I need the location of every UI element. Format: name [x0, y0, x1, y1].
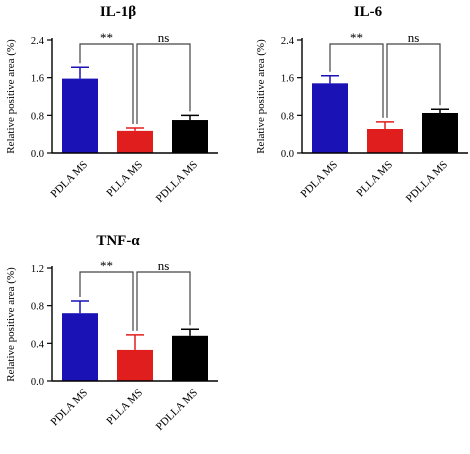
significance-label-2: ns [158, 30, 170, 45]
chart-panel-2: IL-6 Relative positive area (%) 0.0 0.8 1.6 2… [255, 4, 468, 205]
significance-bracket-2 [136, 271, 191, 331]
y-tick-label: 1.2 [31, 264, 44, 275]
bar-3 [172, 120, 208, 153]
bar-2 [117, 130, 153, 153]
x-tick-label-2: PLLA MS [104, 159, 145, 200]
significance-bracket-1 [79, 43, 134, 125]
y-tick-label: 2.4 [281, 36, 295, 47]
x-tick-label-1: PDLA MS [299, 159, 341, 201]
bar-2 [117, 349, 153, 381]
bar-2 [367, 128, 403, 153]
y-tick-label: 0.8 [31, 111, 44, 122]
x-tick-label-1: PDLA MS [49, 159, 91, 201]
y-tick-label: 2.4 [31, 36, 45, 47]
significance-bracket-1 [79, 271, 134, 331]
chart-panel-1: IL-1β Relative positive area (%) 0.0 0.8 1.6… [5, 4, 218, 205]
bar-1 [62, 313, 98, 381]
bar-1 [62, 78, 98, 153]
significance-label-1: ** [100, 30, 113, 45]
significance-label-1: ** [100, 258, 113, 273]
chart-title: IL-1β [100, 4, 136, 20]
y-tick-label: 0.4 [31, 339, 45, 350]
significance-label-1: ** [350, 30, 363, 45]
y-tick-label: 0.8 [281, 111, 294, 122]
x-tick-label-2: PLLA MS [354, 159, 395, 200]
chart-title: TNF-α [96, 233, 140, 249]
y-tick-label: 0.0 [281, 149, 294, 160]
x-tick-label-3: PDLLA MS [404, 159, 450, 205]
significance-bracket-1 [329, 43, 384, 118]
chart-title: IL-6 [354, 4, 383, 20]
x-tick-label-3: PDLLA MS [154, 159, 200, 205]
significance-bracket-2 [386, 43, 441, 118]
bar-3 [422, 112, 458, 153]
significance-label-2: ns [158, 258, 170, 273]
x-tick-label-2: PLLA MS [104, 387, 145, 428]
y-axis-label: Relative positive area (%) [255, 39, 267, 154]
x-tick-label-3: PDLLA MS [154, 387, 200, 433]
y-tick-label: 1.6 [31, 74, 44, 85]
x-tick-label-1: PDLA MS [49, 387, 91, 429]
y-axis-label: Relative positive area (%) [5, 267, 17, 382]
bar-1 [312, 83, 348, 153]
y-tick-label: 0.0 [31, 149, 44, 160]
bar-3 [172, 335, 208, 381]
chart-panel-3: TNF-α Relative positive area (%) 0.0 0.4 0.8… [5, 233, 218, 433]
significance-label-2: ns [408, 30, 420, 45]
y-tick-label: 0.8 [31, 302, 44, 313]
y-tick-label: 0.0 [31, 377, 44, 388]
y-axis-label: Relative positive area (%) [5, 39, 17, 154]
y-tick-label: 1.6 [281, 74, 294, 85]
significance-bracket-2 [136, 43, 191, 125]
